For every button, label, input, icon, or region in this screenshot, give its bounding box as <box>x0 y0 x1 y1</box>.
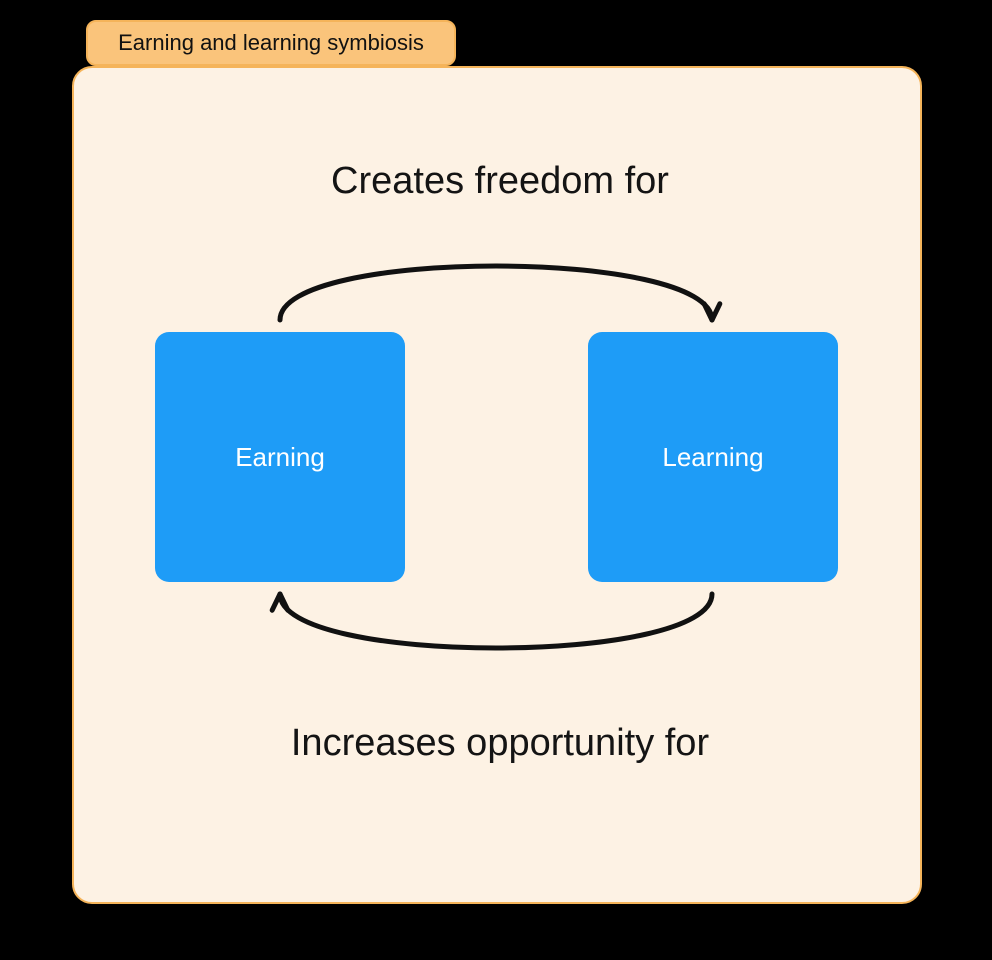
node-earning: Earning <box>155 332 405 582</box>
bottom-relation-label: Increases opportunity for <box>260 722 740 765</box>
top-relation-label: Creates freedom for <box>300 160 700 203</box>
title-tag-text: Earning and learning symbiosis <box>118 30 424 56</box>
node-earning-label: Earning <box>235 442 325 473</box>
node-learning: Learning <box>588 332 838 582</box>
node-learning-label: Learning <box>662 442 763 473</box>
bottom-relation-text: Increases opportunity for <box>291 722 709 764</box>
title-tag: Earning and learning symbiosis <box>86 20 456 66</box>
top-relation-text: Creates freedom for <box>331 160 669 202</box>
diagram-stage: Earning and learning symbiosis Creates f… <box>0 0 992 960</box>
